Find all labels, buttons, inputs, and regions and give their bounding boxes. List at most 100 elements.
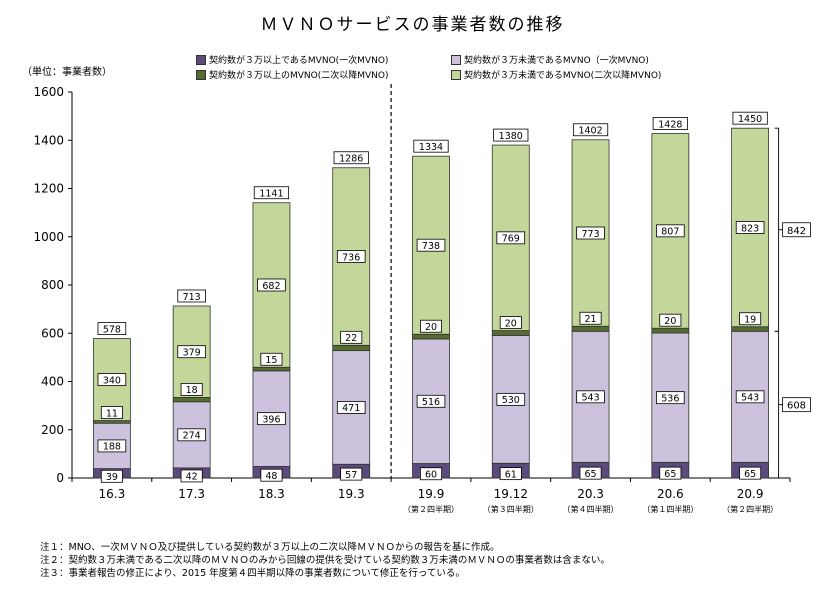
bracket xyxy=(774,127,780,332)
y-tick-label: 1600 xyxy=(33,85,64,99)
segment-label: 543 xyxy=(741,393,759,404)
segment-label-box xyxy=(416,394,446,408)
note-3: 注３：事業者報告の修正により、2015 年度第４四半期以降の事業者数について修正… xyxy=(40,568,465,579)
segment-label-box xyxy=(739,312,762,326)
segment-label-box xyxy=(336,401,366,414)
segment-label-box xyxy=(419,467,442,481)
y-tick-label: 400 xyxy=(41,375,64,389)
x-tick-label: 19.9 xyxy=(418,487,445,501)
total-label-box xyxy=(97,322,127,335)
segment-label-box xyxy=(416,238,446,252)
legend-item-3: 契約数が３万以上のMVNO(二次以降MVNO) xyxy=(196,68,389,81)
bracket-label-box xyxy=(782,222,811,238)
segment-label-box xyxy=(177,345,206,359)
x-sub-label: （第３四半期） xyxy=(483,504,539,514)
segment-label-box xyxy=(97,373,127,386)
legend-item-1: 契約数が３万以上であるMVNO(一次MVNO) xyxy=(196,53,388,66)
segment-label-box xyxy=(419,319,442,333)
segment-label: 379 xyxy=(183,348,201,359)
x-tick-label: 19.12 xyxy=(494,487,528,501)
segment-label-box xyxy=(576,226,605,240)
segment-label: 61 xyxy=(505,469,517,480)
segment-label: 48 xyxy=(265,471,277,482)
x-sub-label: （第４四半期） xyxy=(563,504,619,514)
segment-label-box xyxy=(180,469,203,483)
segment-label-box xyxy=(260,468,283,482)
segment-label: 22 xyxy=(345,333,357,344)
segment-label-box xyxy=(100,469,123,483)
total-label-box xyxy=(177,289,206,303)
x-tick-label: 20.3 xyxy=(577,487,604,501)
segment-label-box xyxy=(180,383,203,396)
x-sub-label: （第１四半期） xyxy=(642,504,698,514)
segment-label-box xyxy=(576,390,605,404)
legend-item-4: 契約数が３万未満であるMVNO(二次以降MVNO) xyxy=(451,68,661,81)
segment-label: 39 xyxy=(106,472,118,483)
segment-label: 20 xyxy=(505,318,517,329)
segment-label-box xyxy=(496,231,526,245)
total-label: 1402 xyxy=(578,126,602,137)
legend-label-4: 契約数が３万未満であるMVNO(二次以降MVNO) xyxy=(464,71,662,81)
total-label: 1334 xyxy=(419,142,443,153)
segment-label: 516 xyxy=(422,397,440,408)
x-tick-label: 20.9 xyxy=(737,487,764,501)
y-tick-label: 1200 xyxy=(33,182,64,196)
segment-label: 543 xyxy=(581,393,599,404)
segment-label: 188 xyxy=(103,442,121,453)
total-label-box xyxy=(732,111,768,125)
segment-label: 21 xyxy=(585,314,597,325)
legend-label-2: 契約数が３万未満であるMVNO（一次MVNO) xyxy=(464,56,649,66)
segment-label: 682 xyxy=(262,281,280,292)
legend-label-3: 契約数が３万以上のMVNO(二次以降MVNO) xyxy=(209,71,389,81)
y-tick-label: 0 xyxy=(56,471,64,485)
segment-label: 807 xyxy=(661,227,679,238)
y-tick-label: 600 xyxy=(41,326,64,340)
segment-label-box xyxy=(656,224,685,238)
legend-label-1: 契約数が３万以上であるMVNO(一次MVNO) xyxy=(209,56,389,66)
segment-label-box xyxy=(659,313,682,327)
y-tick-label: 800 xyxy=(41,278,64,292)
total-label: 1450 xyxy=(738,114,762,125)
bar-segment xyxy=(571,325,610,332)
y-tick-label: 200 xyxy=(41,423,64,437)
segment-label: 773 xyxy=(581,229,599,240)
legend-item-2: 契約数が３万未満であるMVNO（一次MVNO) xyxy=(451,53,649,66)
segment-label-box xyxy=(177,428,206,442)
bracket-label: 842 xyxy=(787,226,806,237)
segment-label-box xyxy=(340,330,363,344)
chart-title: ＭＶＮＯサービスの事業者数の推移 xyxy=(260,15,565,35)
notes: 注１：MNO、一次ＭＶＮＯ及び提供している契約数が３万以上の二次以降ＭＶＮＯから… xyxy=(40,541,610,580)
bar-segment xyxy=(332,344,371,352)
x-sub-label: （第２四半期） xyxy=(722,504,778,514)
note-2: 注２：契約数３万未満である二次以降のＭＶＮＯのみから回線の提供を受けている契約数… xyxy=(40,555,610,566)
segment-label-box xyxy=(579,466,602,480)
segment-label-box xyxy=(100,406,123,419)
x-tick-label: 17.3 xyxy=(178,487,205,501)
legend-swatch-2 xyxy=(451,54,461,65)
bar-segment xyxy=(252,366,291,372)
segment-label: 20 xyxy=(664,316,676,327)
segment-label: 65 xyxy=(664,469,676,480)
segment-label: 769 xyxy=(502,234,520,245)
segment-label: 57 xyxy=(345,470,357,481)
segment-label-box xyxy=(340,467,363,481)
segment-label: 18 xyxy=(186,385,198,396)
segment-label: 11 xyxy=(106,408,118,419)
segment-label: 65 xyxy=(744,469,756,480)
total-label: 1380 xyxy=(499,131,523,142)
y-tick-label: 1400 xyxy=(33,133,64,147)
segment-label: 471 xyxy=(342,403,360,414)
segment-label-box xyxy=(735,221,765,234)
x-tick-label: 19.3 xyxy=(338,487,365,501)
legend-swatch-1 xyxy=(196,54,206,65)
total-label: 713 xyxy=(183,292,201,303)
x-tick-label: 20.6 xyxy=(657,487,684,501)
segment-label-box xyxy=(656,391,685,405)
total-label-box xyxy=(652,117,688,130)
bar-segment xyxy=(491,330,530,336)
x-sub-label: （第２四半期） xyxy=(403,504,459,514)
segment-label-box xyxy=(336,250,366,263)
bar-segment xyxy=(412,333,450,340)
total-label: 1286 xyxy=(339,154,363,165)
